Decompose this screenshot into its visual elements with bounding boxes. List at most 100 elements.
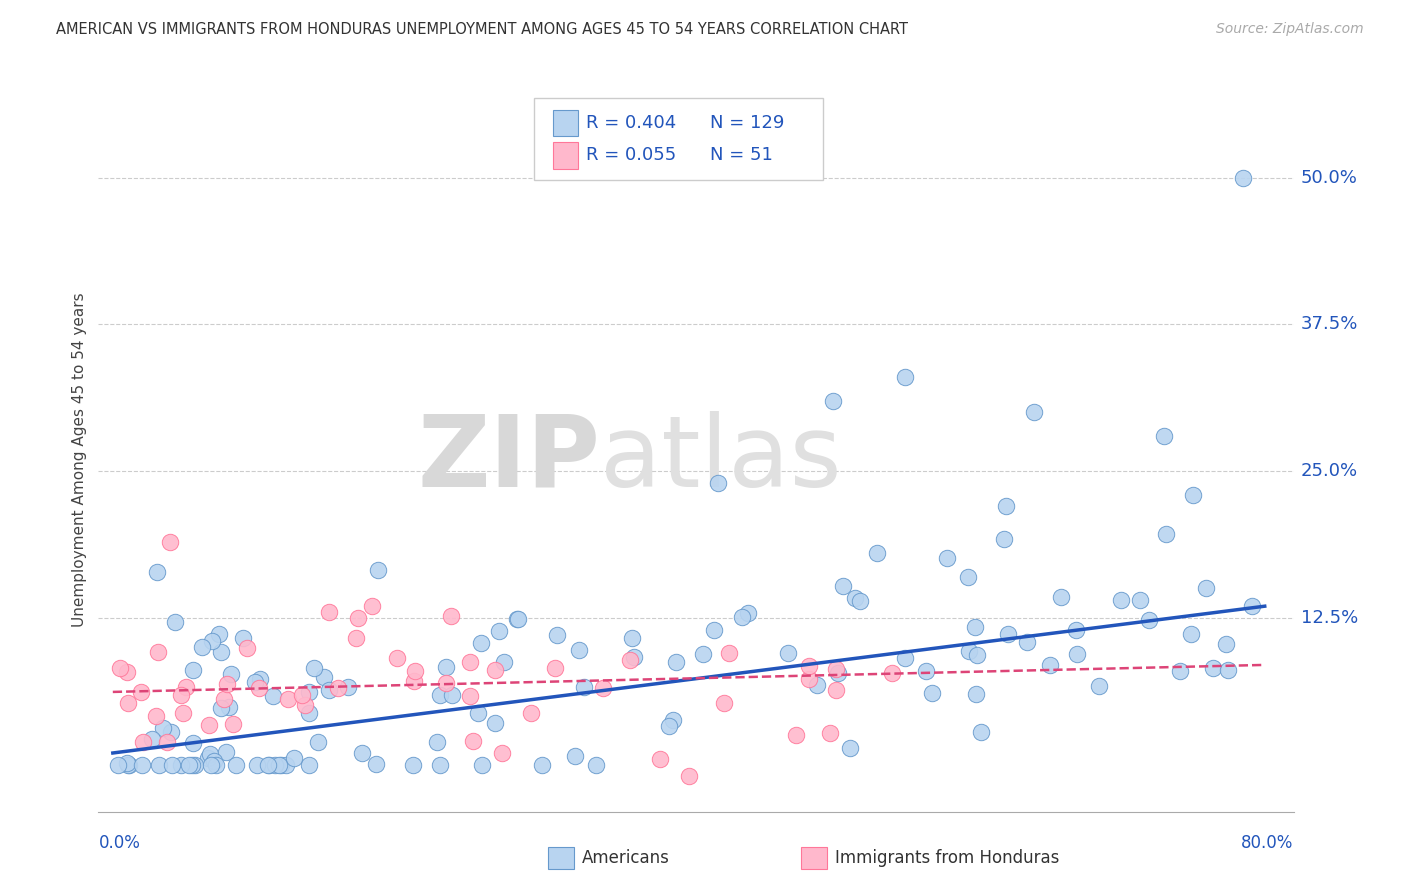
Point [506,612,529,626]
Point [844,591,866,605]
Text: AMERICAN VS IMMIGRANTS FROM HONDURAS UNEMPLOYMENT AMONG AGES 45 TO 54 YEARS CORR: AMERICAN VS IMMIGRANTS FROM HONDURAS UNE… [56,22,908,37]
Point [1195,581,1218,595]
Point [568,643,591,657]
Point [249,672,271,686]
Point [181,736,204,750]
Point [1232,170,1254,185]
Point [458,689,481,703]
Point [1216,663,1239,677]
Point [364,757,387,772]
Point [385,651,408,665]
Point [429,757,451,772]
Text: N = 129: N = 129 [710,114,785,132]
Point [191,640,214,654]
Point [467,706,489,720]
Point [170,689,193,703]
Point [915,664,938,678]
Point [737,606,759,620]
Point [797,659,820,673]
Point [267,757,290,772]
Text: 50.0%: 50.0% [1301,169,1357,186]
Point [1153,429,1175,443]
Point [336,681,359,695]
Point [209,645,232,659]
Point [956,570,979,584]
Point [458,655,481,669]
Point [200,757,222,772]
Point [200,747,222,762]
Point [117,757,139,772]
Point [1087,679,1109,693]
Point [824,661,846,675]
Point [818,726,841,740]
Point [471,757,494,772]
Text: R = 0.404: R = 0.404 [586,114,676,132]
Point [849,594,872,608]
Y-axis label: Unemployment Among Ages 45 to 54 years: Unemployment Among Ages 45 to 54 years [72,292,87,627]
Point [328,681,350,696]
Point [307,735,329,749]
Point [893,370,915,384]
Point [302,661,325,675]
Point [231,631,253,645]
Text: 80.0%: 80.0% [1241,834,1294,852]
Point [404,664,426,678]
Text: 0.0%: 0.0% [98,834,141,852]
Point [152,721,174,735]
Point [115,665,138,679]
Point [461,734,484,748]
Point [484,715,506,730]
Point [209,701,232,715]
Point [572,680,595,694]
Point [181,663,204,677]
Point [1202,661,1225,675]
Point [1180,626,1202,640]
Point [276,757,298,772]
Point [1181,487,1204,501]
Point [146,565,169,579]
Point [298,706,321,720]
Point [1024,405,1046,419]
Point [506,611,529,625]
Point [1215,637,1237,651]
Point [298,757,321,772]
Point [156,735,179,749]
Point [148,645,170,659]
Point [132,735,155,749]
Point [827,666,849,681]
Point [214,691,236,706]
Point [257,757,280,772]
Point [404,674,426,689]
Text: Source: ZipAtlas.com: Source: ZipAtlas.com [1216,22,1364,37]
Point [806,678,828,692]
Point [165,615,187,629]
Point [172,706,194,721]
Point [921,685,943,699]
Point [205,757,228,772]
Point [648,752,671,766]
Point [350,746,373,760]
Point [429,688,451,702]
Point [866,546,889,560]
Point [402,757,425,772]
Point [623,650,645,665]
Point [277,692,299,706]
Point [218,700,240,714]
Text: 12.5%: 12.5% [1301,609,1358,627]
Point [107,757,129,772]
Text: R = 0.055: R = 0.055 [586,146,676,164]
Point [799,673,821,687]
Point [247,681,270,696]
Point [966,648,988,663]
Point [159,534,181,549]
Point [492,656,515,670]
Point [434,676,457,690]
Point [197,717,219,731]
Text: 37.5%: 37.5% [1301,315,1358,334]
Point [294,698,316,713]
Point [177,757,200,772]
Point [367,563,389,577]
Point [117,696,139,710]
Point [731,609,754,624]
Point [159,724,181,739]
